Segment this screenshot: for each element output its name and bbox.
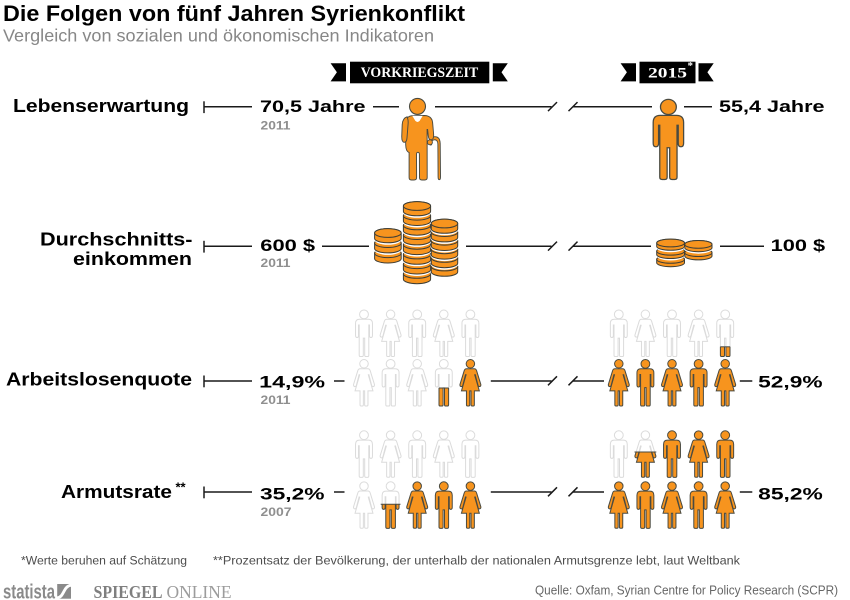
svg-text:2007: 2007 <box>261 505 293 519</box>
svg-text:Die Folgen von fünf Jahren Syr: Die Folgen von fünf Jahren Syrienkonflik… <box>3 1 466 26</box>
svg-text:100 $: 100 $ <box>771 236 826 255</box>
svg-text:2011: 2011 <box>261 393 292 407</box>
svg-text:55,4 Jahre: 55,4 Jahre <box>719 97 825 116</box>
svg-text:Arbeitslosenquote: Arbeitslosenquote <box>6 369 192 390</box>
svg-text:Quelle: Oxfam, Syrian Centre f: Quelle: Oxfam, Syrian Centre for Policy … <box>535 583 838 598</box>
svg-text:70,5 Jahre: 70,5 Jahre <box>260 97 366 116</box>
svg-text:VORKRIEGSZEIT: VORKRIEGSZEIT <box>361 65 479 81</box>
svg-text:52,9%: 52,9% <box>758 373 822 392</box>
svg-text:14,9%: 14,9% <box>259 373 325 392</box>
svg-text:ONLINE: ONLINE <box>167 582 232 600</box>
svg-text:2015: 2015 <box>648 65 687 81</box>
svg-text:35,2%: 35,2% <box>260 484 325 503</box>
svg-text:600 $: 600 $ <box>260 236 315 255</box>
svg-text:2011: 2011 <box>261 118 292 132</box>
svg-text:SPIEGEL: SPIEGEL <box>94 582 163 600</box>
svg-text:Armutsrate: Armutsrate <box>61 481 172 502</box>
svg-text:einkommen: einkommen <box>73 248 192 269</box>
svg-text:**Prozentsatz der Bevölkerung,: **Prozentsatz der Bevölkerung, der unter… <box>213 554 741 568</box>
svg-text:*: * <box>688 60 694 72</box>
svg-text:Lebenserwartung: Lebenserwartung <box>13 95 189 116</box>
svg-text:Durchschnitts-: Durchschnitts- <box>40 228 193 249</box>
svg-text:Vergleich von sozialen und öko: Vergleich von sozialen und ökonomischen … <box>3 25 434 45</box>
svg-text:statista: statista <box>3 582 56 600</box>
svg-text:2011: 2011 <box>261 256 292 270</box>
svg-text:*Werte beruhen auf Schätzung: *Werte beruhen auf Schätzung <box>21 554 187 568</box>
svg-text:**: ** <box>176 480 187 495</box>
svg-text:85,2%: 85,2% <box>758 484 823 503</box>
